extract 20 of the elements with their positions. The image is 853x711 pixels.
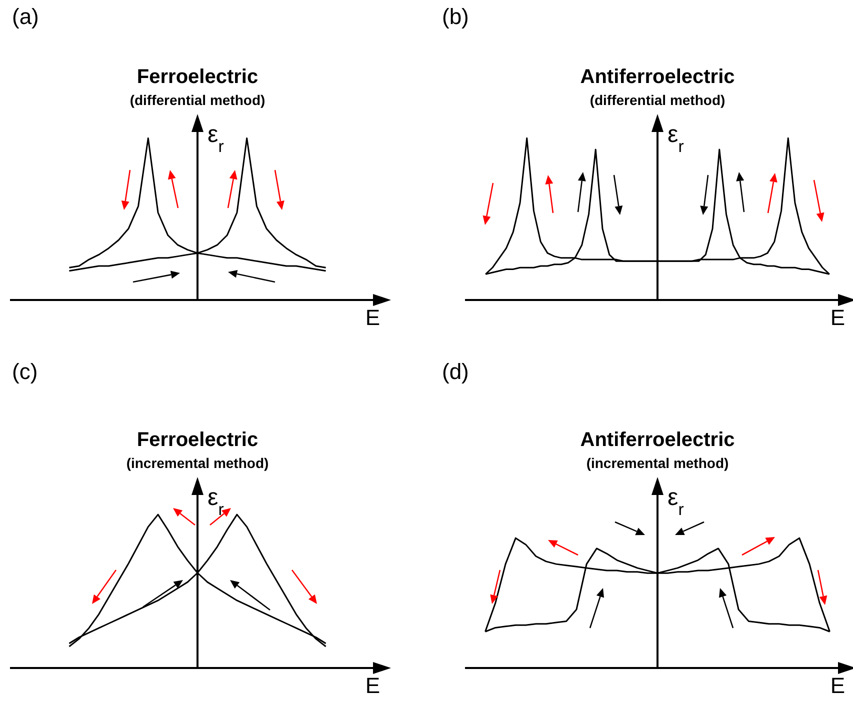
y-axis-title: ε$_{r}$ — [208, 484, 224, 518]
chart-title: Antiferroelectric — [579, 66, 736, 89]
text: (a) — [12, 4, 39, 30]
text: (c) — [12, 359, 38, 385]
x-axis-title: E — [830, 305, 845, 330]
chart-title: Antiferroelectric — [579, 429, 736, 452]
x-axis-title: E — [365, 305, 380, 330]
chart-title: Ferroelectric — [136, 66, 260, 89]
x-axis-title: E — [830, 673, 845, 698]
x-axis-title: E — [365, 673, 380, 698]
chart-subtitle: (incremental method) — [585, 455, 730, 471]
text: (b) — [442, 4, 469, 30]
chart-subtitle: (differential method) — [128, 92, 266, 108]
chart-title: Ferroelectric — [136, 429, 260, 452]
chart-subtitle: (incremental method) — [125, 455, 270, 471]
chart-subtitle: (differential method) — [588, 92, 726, 108]
y-axis-title: ε$_{r}$ — [668, 484, 684, 518]
y-axis-title: ε$_{r}$ — [668, 121, 684, 156]
text: (d) — [442, 359, 469, 385]
y-axis-title: ε$_{r}$ — [208, 121, 224, 156]
